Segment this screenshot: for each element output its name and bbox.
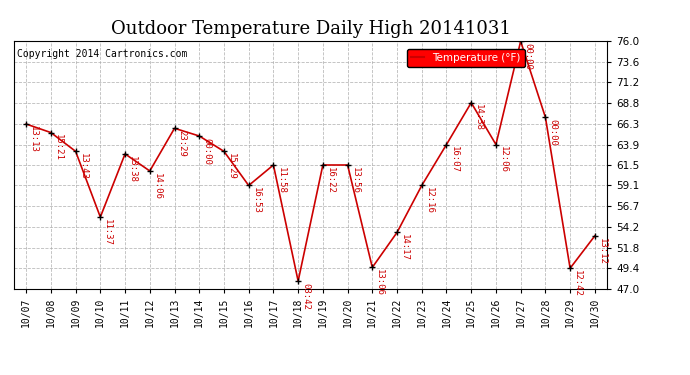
Text: 13:38: 13:38 bbox=[128, 156, 137, 183]
Text: 13:56: 13:56 bbox=[351, 167, 359, 194]
Text: 13:12: 13:12 bbox=[598, 237, 607, 264]
Text: 13:43: 13:43 bbox=[79, 153, 88, 180]
Text: 11:37: 11:37 bbox=[104, 219, 112, 246]
Text: 12:16: 12:16 bbox=[425, 187, 434, 214]
Text: 13:06: 13:06 bbox=[375, 269, 384, 296]
Text: 16:22: 16:22 bbox=[326, 167, 335, 194]
Text: 16:53: 16:53 bbox=[252, 187, 261, 214]
Text: 13:13: 13:13 bbox=[29, 126, 38, 153]
Text: Copyright 2014 Cartronics.com: Copyright 2014 Cartronics.com bbox=[17, 49, 187, 58]
Legend: Temperature (°F): Temperature (°F) bbox=[407, 49, 525, 67]
Text: 14:38: 14:38 bbox=[474, 104, 483, 131]
Text: 12:06: 12:06 bbox=[499, 146, 508, 173]
Text: 12:42: 12:42 bbox=[573, 270, 582, 297]
Text: 16:07: 16:07 bbox=[449, 146, 458, 173]
Text: 14:06: 14:06 bbox=[152, 172, 161, 200]
Text: 00:00: 00:00 bbox=[549, 119, 558, 146]
Title: Outdoor Temperature Daily High 20141031: Outdoor Temperature Daily High 20141031 bbox=[110, 20, 511, 38]
Text: 00:00: 00:00 bbox=[524, 43, 533, 70]
Text: 00:00: 00:00 bbox=[202, 138, 211, 165]
Text: 15:29: 15:29 bbox=[227, 153, 236, 180]
Text: 03:42: 03:42 bbox=[301, 283, 310, 310]
Text: 11:58: 11:58 bbox=[277, 167, 286, 194]
Text: 23:29: 23:29 bbox=[177, 130, 186, 157]
Text: 14:17: 14:17 bbox=[400, 234, 409, 261]
Text: 15:21: 15:21 bbox=[54, 134, 63, 161]
